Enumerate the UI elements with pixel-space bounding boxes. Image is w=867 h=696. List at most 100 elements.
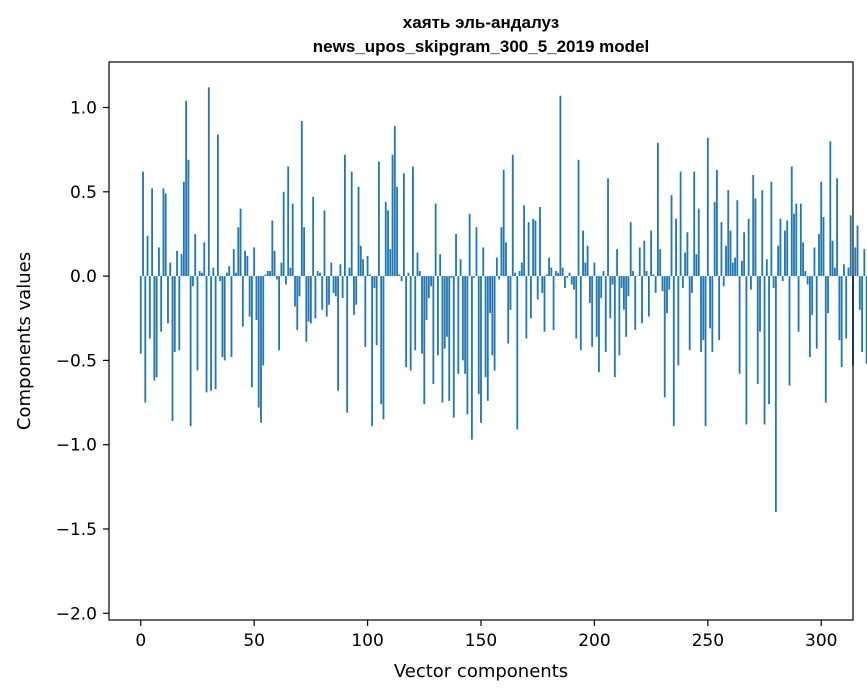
bar-24: [194, 233, 197, 277]
bar-186: [561, 267, 564, 277]
bar-132: [439, 254, 442, 277]
bar-138: [452, 276, 455, 418]
bar-248: [702, 276, 705, 341]
bar-220: [638, 247, 641, 277]
bar-73: [305, 276, 308, 342]
bar-180: [548, 257, 550, 277]
bar-124: [421, 276, 423, 354]
bar-140: [457, 276, 460, 374]
bar-204: [602, 271, 605, 277]
bar-255: [718, 276, 721, 341]
bar-291: [799, 203, 802, 277]
bar-172: [529, 276, 532, 319]
bar-215: [627, 276, 630, 297]
bar-100: [366, 255, 369, 277]
bar-168: [520, 262, 523, 277]
bar-243: [691, 276, 693, 293]
bar-142: [461, 276, 464, 361]
bar-194: [579, 276, 582, 351]
bar-83: [328, 276, 330, 305]
bar-127: [427, 276, 430, 299]
bar-247: [700, 276, 702, 352]
bar-246: [697, 208, 700, 277]
bar-9: [160, 276, 163, 332]
bar-283: [781, 276, 784, 282]
bar-171: [527, 222, 530, 277]
bar-192: [575, 276, 578, 339]
bar-143: [464, 276, 467, 374]
bar-290: [797, 276, 800, 332]
bar-191: [573, 276, 575, 290]
bar-112: [393, 126, 396, 277]
bar-92: [348, 267, 351, 277]
bar-316: [856, 225, 859, 277]
bar-146: [471, 276, 473, 440]
bar-133: [441, 276, 444, 403]
bar-90: [343, 154, 346, 277]
bar-165: [514, 272, 516, 277]
bar-152: [484, 276, 487, 378]
bar-34: [216, 134, 219, 277]
bar-308: [838, 276, 841, 341]
bar-29: [205, 276, 208, 393]
bar-244: [693, 171, 696, 277]
bar-318: [861, 276, 863, 352]
bar-14: [171, 276, 174, 422]
bar-91: [346, 276, 349, 413]
bar-99: [364, 276, 367, 347]
bar-177: [541, 276, 544, 293]
bar-272: [756, 276, 759, 384]
bar-42: [235, 272, 237, 277]
bar-31: [210, 276, 212, 391]
bar-185: [559, 95, 562, 277]
x-tick-label: 250: [692, 631, 724, 651]
bar-263: [736, 200, 739, 277]
bar-151: [482, 247, 485, 277]
bar-74: [307, 276, 310, 322]
bar-125: [423, 276, 426, 405]
bar-39: [228, 265, 231, 277]
bar-77: [314, 276, 317, 319]
bar-230: [661, 276, 664, 292]
bar-287: [790, 166, 793, 277]
bar-78: [316, 271, 319, 277]
bar-40: [230, 276, 233, 358]
bar-226: [652, 274, 655, 277]
bar-32: [212, 267, 215, 277]
bar-306: [833, 267, 836, 277]
bar-66: [289, 267, 292, 277]
bar-317: [858, 276, 861, 310]
bar-27: [201, 272, 203, 277]
y-axis-ticks: −2.0 −1.5 −1.0 −0.5 0.0 0.5 1.0: [56, 99, 109, 624]
bar-268: [747, 218, 750, 277]
bar-184: [557, 272, 560, 277]
bar-56: [266, 271, 269, 277]
bar-50: [253, 247, 256, 277]
bar-128: [430, 276, 433, 287]
bar-297: [813, 247, 816, 277]
bar-277: [768, 276, 770, 405]
bar-153: [486, 276, 489, 401]
bar-169: [523, 205, 526, 277]
bar-114: [398, 274, 401, 277]
bar-8: [157, 247, 160, 277]
bar-10: [162, 188, 165, 277]
bar-97: [359, 245, 362, 277]
bar-88: [339, 264, 342, 277]
bar-193: [577, 159, 580, 277]
bar-41: [232, 249, 235, 277]
bar-200: [593, 262, 596, 277]
bar-111: [391, 154, 394, 277]
bar-134: [443, 276, 446, 349]
bar-250: [706, 137, 709, 277]
bar-59: [273, 250, 276, 277]
bar-16: [176, 250, 178, 277]
bar-271: [754, 198, 757, 277]
bar-320: [865, 276, 867, 364]
bar-207: [609, 276, 612, 319]
bar-156: [493, 276, 496, 371]
bar-49: [250, 276, 253, 388]
bar-148: [475, 227, 478, 277]
bar-222: [643, 240, 646, 277]
